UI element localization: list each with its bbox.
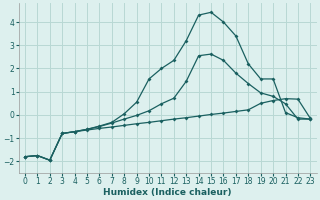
- X-axis label: Humidex (Indice chaleur): Humidex (Indice chaleur): [103, 188, 232, 197]
